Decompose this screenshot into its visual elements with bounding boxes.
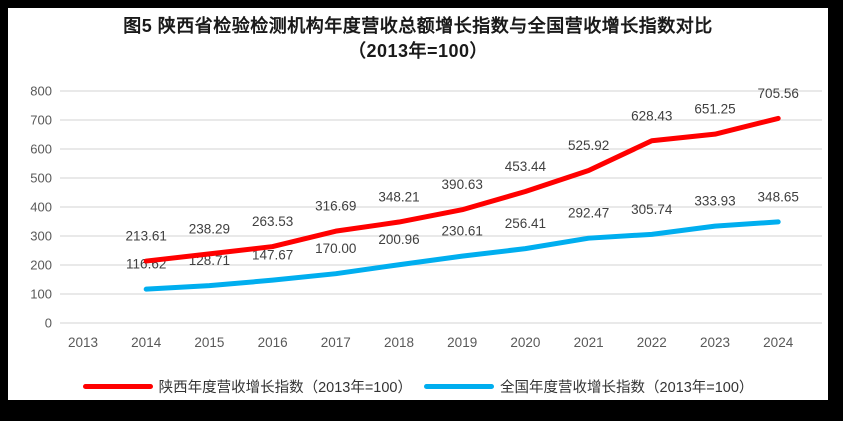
chart-title-line2: （2013年=100） [347, 41, 489, 61]
chart-title-line1: 图5 陕西省检验检测机构年度营收总额增长指数与全国营收增长指数对比 [123, 16, 713, 36]
shaanxi-line-swatch-icon [82, 384, 153, 389]
legend-item-national: 全国年度营收增长指数（2013年=100） [424, 376, 753, 397]
chart-title: 图5 陕西省检验检测机构年度营收总额增长指数与全国营收增长指数对比 （2013年… [8, 14, 828, 64]
legend-label-shaanxi: 陕西年度营收增长指数（2013年=100） [158, 380, 412, 396]
legend-item-shaanxi: 陕西年度营收增长指数（2013年=100） [82, 376, 412, 397]
chart-panel [8, 8, 828, 400]
national-line-swatch-icon [424, 384, 494, 389]
chart-legend: 陕西年度营收增长指数（2013年=100） 全国年度营收增长指数（2013年=1… [8, 376, 828, 397]
legend-label-national: 全国年度营收增长指数（2013年=100） [500, 380, 754, 396]
